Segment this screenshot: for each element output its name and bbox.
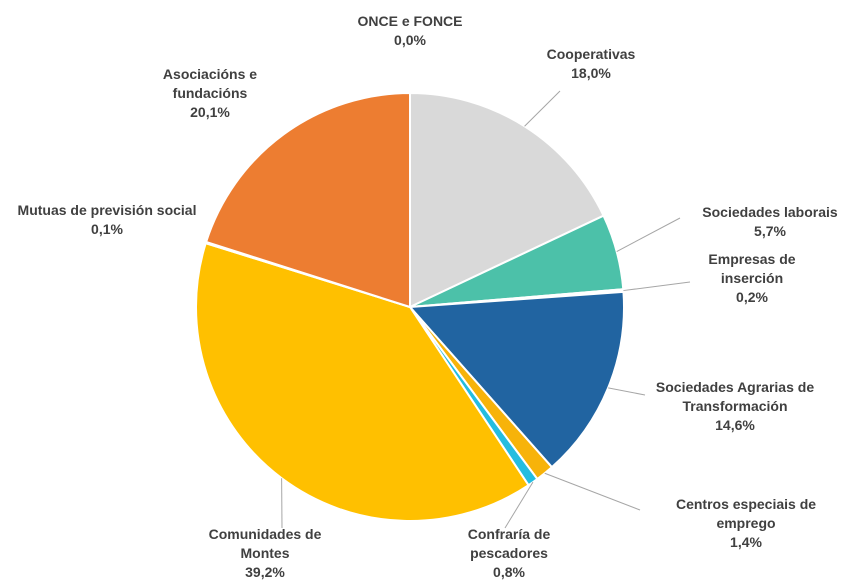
slice-name: Cooperativas bbox=[546, 46, 636, 62]
slice-name: Comunidades de Montes bbox=[208, 526, 322, 561]
data-label: ONCE e FONCE 0,0% bbox=[335, 12, 485, 50]
slice-value: 39,2% bbox=[245, 564, 285, 580]
pie-slice bbox=[407, 290, 625, 469]
data-label: Cooperativas 18,0% bbox=[531, 45, 651, 83]
leader-line bbox=[616, 217, 681, 253]
data-label: Mutuas de previsión social 0,1% bbox=[17, 201, 197, 239]
data-label: Comunidades de Montes 39,2% bbox=[190, 525, 340, 582]
slice-value: 0,1% bbox=[91, 221, 123, 237]
slice-name: Confraría de pescadores bbox=[467, 526, 551, 561]
data-label: Empresas de inserción 0,2% bbox=[692, 250, 812, 307]
slice-value: 20,1% bbox=[190, 104, 230, 120]
leader-line bbox=[504, 481, 534, 529]
data-label: Sociedades Agrarias de Transformación 14,… bbox=[635, 378, 835, 435]
slice-name: ONCE e FONCE bbox=[357, 13, 463, 29]
slice-value: 0,0% bbox=[394, 32, 426, 48]
slice-value: 1,4% bbox=[730, 534, 762, 550]
data-label: Centros especiais de emprego 1,4% bbox=[646, 495, 846, 552]
leader-line bbox=[623, 281, 691, 292]
pie-slice bbox=[204, 91, 411, 309]
leader-line bbox=[608, 387, 646, 396]
data-label: Asociacións e fundacións 20,1% bbox=[140, 65, 280, 122]
leader-line bbox=[544, 472, 641, 511]
data-label: Sociedades laborais 5,7% bbox=[685, 203, 855, 241]
slice-name: Centros especiais de emprego bbox=[675, 496, 817, 531]
slice-value: 18,0% bbox=[571, 65, 611, 81]
slice-name: Asociacións e fundacións bbox=[162, 66, 258, 101]
slice-name: Sociedades Agrarias de Transformación bbox=[655, 379, 815, 414]
slice-name: Mutuas de previsión social bbox=[17, 202, 197, 218]
data-label: Confraría de pescadores 0,8% bbox=[454, 525, 564, 582]
slice-name: Empresas de inserción bbox=[708, 251, 796, 286]
slice-value: 0,8% bbox=[493, 564, 525, 580]
slice-value: 14,6% bbox=[715, 417, 755, 433]
slice-value: 0,2% bbox=[736, 289, 768, 305]
slice-value: 5,7% bbox=[754, 223, 786, 239]
leader-line bbox=[524, 90, 561, 127]
slice-name: Sociedades laborais bbox=[702, 204, 838, 220]
